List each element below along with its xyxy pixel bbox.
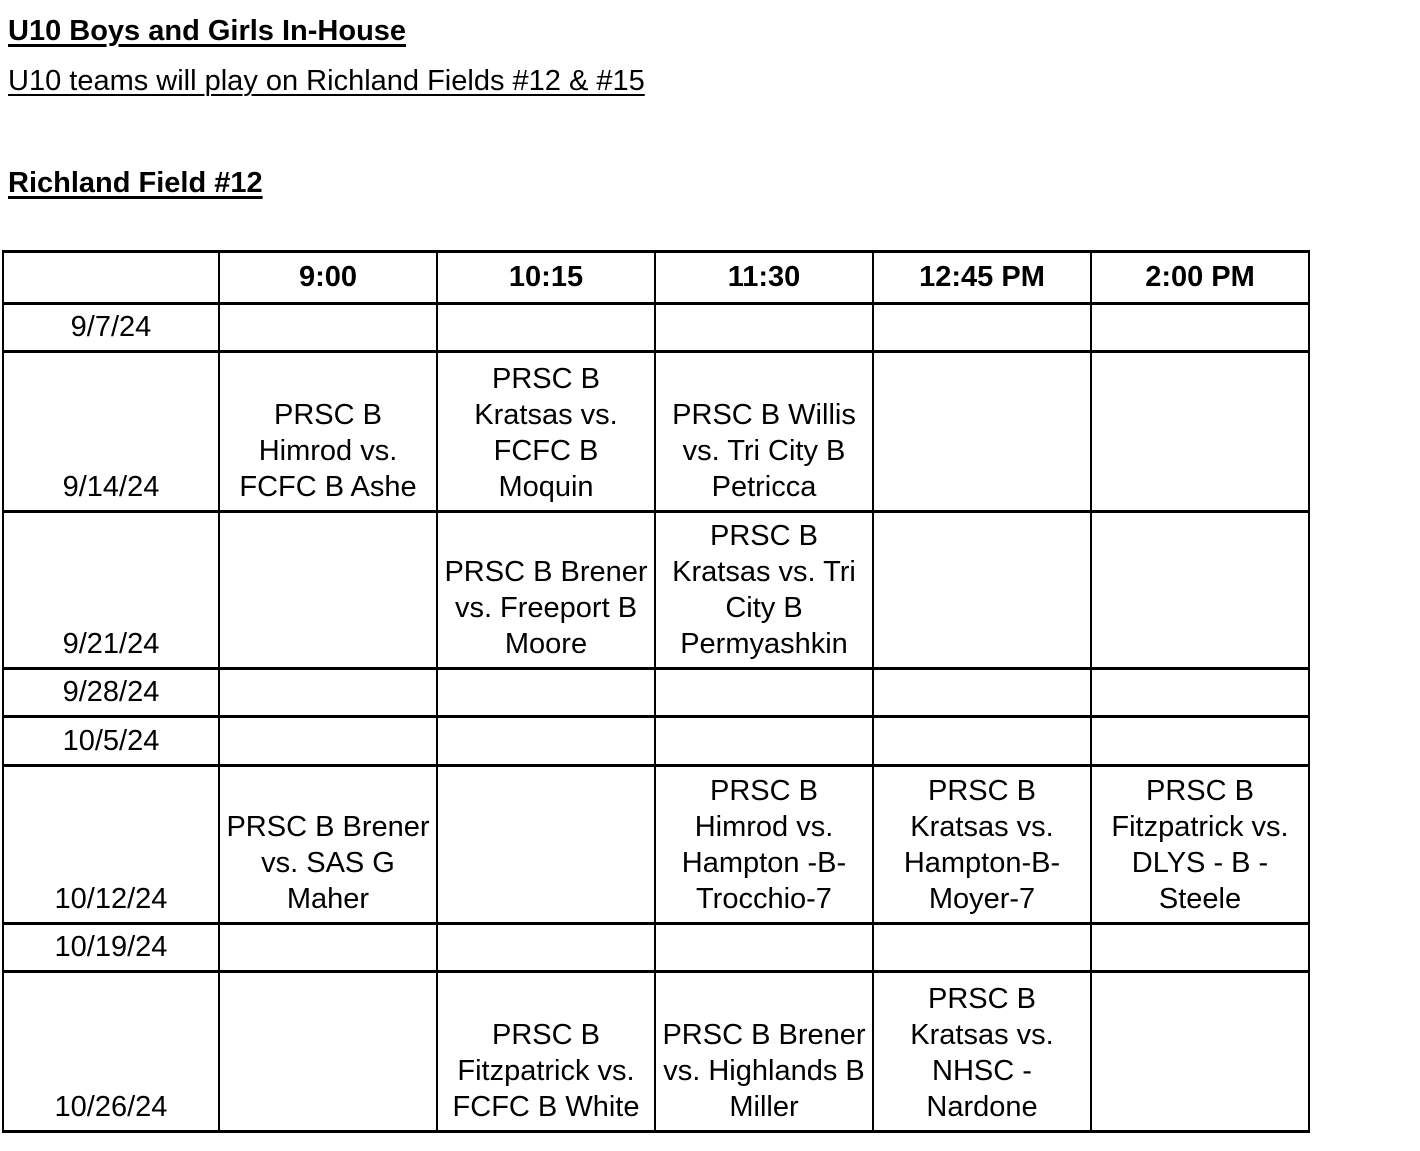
- match-cell: [436, 302, 656, 353]
- match-cell: [218, 667, 438, 718]
- time-header-1130: 11:30: [654, 250, 874, 305]
- match-cell: [872, 922, 1092, 973]
- field-section-heading: Richland Field #12: [8, 167, 263, 199]
- match-cell: [872, 510, 1092, 670]
- match-cell: [218, 302, 438, 353]
- table-row: 9/14/24 PRSC B Himrod vs. FCFC B Ashe PR…: [2, 350, 1310, 513]
- date-cell: 9/21/24: [2, 510, 220, 670]
- page-title: U10 Boys and Girls In-House: [8, 15, 407, 47]
- corner-cell: [2, 250, 220, 305]
- match-cell: PRSC B Kratsas vs. FCFC B Moquin: [436, 350, 656, 513]
- date-cell: 9/14/24: [2, 350, 220, 513]
- match-cell: [872, 302, 1092, 353]
- match-cell: [1090, 350, 1310, 513]
- match-cell: [654, 922, 874, 973]
- match-cell: [218, 922, 438, 973]
- match-cell: PRSC B Fitzpatrick vs. DLYS - B - Steele: [1090, 764, 1310, 925]
- table-row: 10/19/24: [2, 922, 1310, 973]
- time-header-row: 9:00 10:15 11:30 12:45 PM 2:00 PM: [2, 250, 1310, 305]
- match-cell: [1090, 667, 1310, 718]
- match-cell: [218, 970, 438, 1133]
- date-cell: 10/5/24: [2, 715, 220, 767]
- match-cell: [436, 764, 656, 925]
- match-cell: [872, 715, 1092, 767]
- page-subtitle: U10 teams will play on Richland Fields #…: [8, 65, 645, 97]
- date-cell: 10/19/24: [2, 922, 220, 973]
- match-cell: [218, 715, 438, 767]
- match-cell: PRSC B Brener vs. SAS G Maher: [218, 764, 438, 925]
- match-cell: [872, 350, 1092, 513]
- date-cell: 10/26/24: [2, 970, 220, 1133]
- match-cell: [872, 667, 1092, 718]
- time-header-900: 9:00: [218, 250, 438, 305]
- match-cell: [654, 715, 874, 767]
- date-cell: 9/7/24: [2, 302, 220, 353]
- date-cell: 9/28/24: [2, 667, 220, 718]
- match-cell: [654, 302, 874, 353]
- match-cell: PRSC B Brener vs. Freeport B Moore: [436, 510, 656, 670]
- table-row: 9/28/24: [2, 667, 1310, 718]
- match-cell: [654, 667, 874, 718]
- match-cell: [436, 922, 656, 973]
- table-row: 9/21/24 PRSC B Brener vs. Freeport B Moo…: [2, 510, 1310, 670]
- match-cell: [1090, 715, 1310, 767]
- table-row: 10/5/24: [2, 715, 1310, 767]
- match-cell: PRSC B Kratsas vs. NHSC - Nardone: [872, 970, 1092, 1133]
- schedule-table: 9:00 10:15 11:30 12:45 PM 2:00 PM 9/7/24…: [2, 250, 1310, 1133]
- time-header-200: 2:00 PM: [1090, 250, 1310, 305]
- match-cell: [1090, 302, 1310, 353]
- match-cell: PRSC B Fitzpatrick vs. FCFC B White: [436, 970, 656, 1133]
- time-header-1245: 12:45 PM: [872, 250, 1092, 305]
- match-cell: PRSC B Himrod vs. Hampton -B- Trocchio-7: [654, 764, 874, 925]
- date-cell: 10/12/24: [2, 764, 220, 925]
- table-row: 10/26/24 PRSC B Fitzpatrick vs. FCFC B W…: [2, 970, 1310, 1133]
- match-cell: [218, 510, 438, 670]
- match-cell: [436, 667, 656, 718]
- match-cell: [436, 715, 656, 767]
- match-cell: PRSC B Willis vs. Tri City B Petricca: [654, 350, 874, 513]
- table-row: 9/7/24: [2, 302, 1310, 353]
- match-cell: PRSC B Himrod vs. FCFC B Ashe: [218, 350, 438, 513]
- match-cell: [1090, 970, 1310, 1133]
- match-cell: PRSC B Brener vs. Highlands B Miller: [654, 970, 874, 1133]
- time-header-1015: 10:15: [436, 250, 656, 305]
- match-cell: PRSC B Kratsas vs. Tri City B Permyashki…: [654, 510, 874, 670]
- match-cell: PRSC B Kratsas vs. Hampton-B- Moyer-7: [872, 764, 1092, 925]
- match-cell: [1090, 922, 1310, 973]
- table-row: 10/12/24 PRSC B Brener vs. SAS G Maher P…: [2, 764, 1310, 925]
- match-cell: [1090, 510, 1310, 670]
